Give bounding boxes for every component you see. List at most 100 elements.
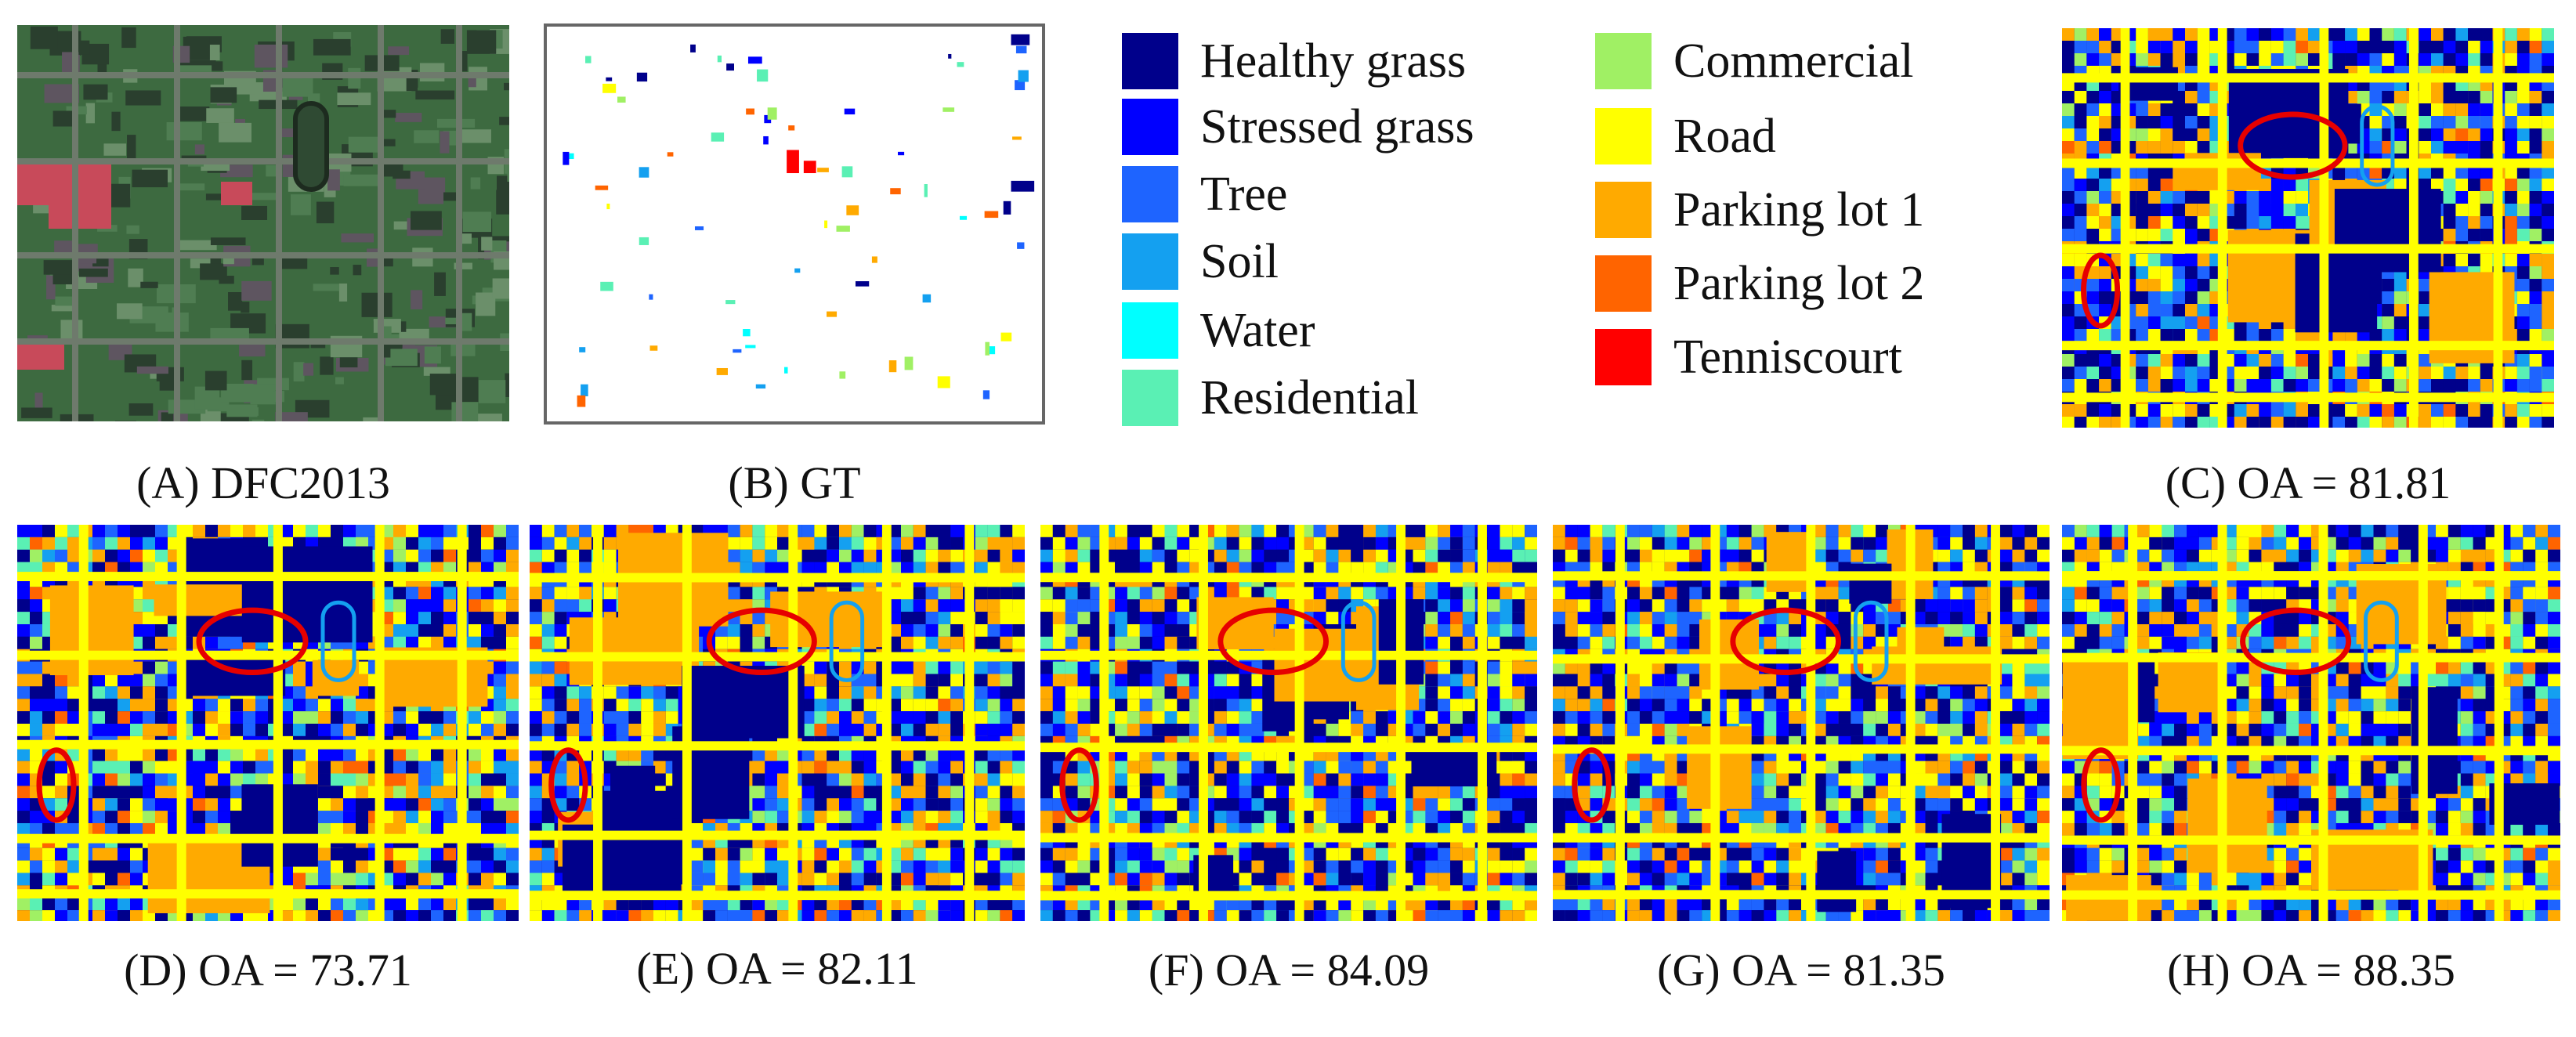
map-pixel-block bbox=[2147, 103, 2161, 116]
map-pixel-block bbox=[494, 860, 506, 873]
map-pixel-block bbox=[2308, 28, 2321, 41]
map-pixel-block bbox=[2111, 204, 2124, 216]
map-pixel-block bbox=[975, 723, 988, 736]
image-texture bbox=[194, 386, 219, 410]
map-pixel-block bbox=[2197, 266, 2210, 279]
map-pixel-block bbox=[1077, 636, 1091, 649]
map-pixel-block bbox=[1338, 537, 1351, 550]
map-pixel-block bbox=[2099, 291, 2111, 304]
map-pixel-block bbox=[1363, 562, 1376, 575]
map-pixel-block bbox=[740, 537, 753, 550]
map-pixel-block bbox=[1500, 537, 1513, 550]
map-pixel-block bbox=[1512, 525, 1525, 537]
map-road bbox=[17, 833, 519, 844]
image-texture bbox=[103, 143, 127, 156]
map-pixel-block bbox=[1012, 537, 1025, 550]
map-pixel-block bbox=[765, 525, 777, 537]
map-pixel-block bbox=[2283, 204, 2296, 216]
map-pixel-block bbox=[331, 873, 343, 886]
map-pixel-block bbox=[901, 587, 914, 600]
map-pixel-block bbox=[603, 723, 617, 736]
map-pixel-block bbox=[987, 686, 1000, 699]
map-pixel-block bbox=[293, 898, 306, 911]
map-pixel-block bbox=[2332, 166, 2346, 179]
map-pixel-block bbox=[469, 623, 481, 637]
map-pixel-block bbox=[2173, 367, 2185, 379]
map-pixel-block bbox=[814, 562, 827, 575]
gt-sample bbox=[1015, 80, 1026, 91]
map-pixel-block bbox=[155, 562, 168, 575]
map-pixel-block bbox=[118, 798, 130, 811]
map-pixel-block bbox=[765, 562, 777, 575]
gt-sample bbox=[563, 151, 570, 165]
legend-label: Parking lot 1 bbox=[1673, 183, 1925, 237]
map-pixel-block bbox=[67, 723, 80, 736]
map-pixel-block bbox=[506, 822, 519, 836]
map-pixel-block bbox=[863, 798, 877, 811]
map-pixel-block bbox=[318, 748, 331, 761]
map-pixel-block bbox=[839, 873, 852, 886]
map-pixel-block bbox=[1425, 686, 1438, 699]
map-pixel-block bbox=[851, 686, 864, 699]
image-texture bbox=[136, 366, 168, 374]
map-pixel-block bbox=[1164, 711, 1178, 724]
map-pixel-block bbox=[2393, 291, 2407, 304]
map-pixel-block bbox=[30, 699, 42, 712]
map-pixel-block bbox=[306, 748, 318, 761]
map-pixel-block bbox=[1239, 587, 1252, 600]
map-pixel-block bbox=[2173, 166, 2185, 179]
map-pixel-block bbox=[851, 761, 864, 774]
map-pixel-block bbox=[2283, 367, 2296, 379]
map-pixel-block bbox=[2173, 179, 2185, 191]
map-pixel-block bbox=[2443, 254, 2456, 266]
map-pixel-block bbox=[1338, 587, 1351, 600]
map-pixel-block bbox=[1077, 711, 1091, 724]
map-pixel-block bbox=[443, 811, 456, 823]
map-pixel-block bbox=[2443, 229, 2456, 241]
map-pixel-block bbox=[801, 748, 815, 761]
map-pixel-block bbox=[1251, 537, 1264, 550]
map-pixel-block bbox=[913, 549, 926, 562]
legend-item-tree: Tree bbox=[1122, 166, 1287, 222]
map-pixel-block bbox=[118, 562, 130, 575]
map-pixel-block bbox=[1462, 612, 1475, 624]
map-pixel-block bbox=[2529, 304, 2542, 316]
map-pixel-block bbox=[2160, 404, 2173, 417]
map-pixel-block bbox=[827, 537, 839, 550]
map-pixel-block bbox=[839, 699, 852, 712]
image-texture bbox=[161, 412, 174, 421]
image-texture bbox=[126, 225, 139, 234]
map-pixel-block bbox=[2197, 53, 2210, 66]
map-pixel-block bbox=[2136, 166, 2148, 179]
map-pixel-block bbox=[2357, 379, 2370, 392]
map-pixel-block bbox=[2468, 128, 2480, 141]
map-pixel-block bbox=[1164, 686, 1178, 699]
map-pixel-block bbox=[987, 723, 1000, 736]
map-pixel-block bbox=[913, 562, 926, 575]
map-pixel-block bbox=[1077, 549, 1091, 562]
map-pixel-block bbox=[2197, 103, 2210, 116]
map-pixel-block bbox=[2455, 254, 2469, 266]
map-pixel-block bbox=[2419, 379, 2431, 392]
map-pixel-block bbox=[1425, 612, 1438, 624]
image-texture bbox=[454, 262, 472, 269]
map-pixel-block bbox=[2160, 279, 2173, 291]
map-pixel-block bbox=[2480, 53, 2493, 66]
map-pixel-block bbox=[530, 761, 542, 774]
map-pixel-block bbox=[777, 873, 790, 886]
map-pixel-block bbox=[2270, 204, 2284, 216]
map-pixel-block bbox=[1040, 599, 1053, 612]
map-pixel-block bbox=[1012, 599, 1025, 612]
map-pixel-block bbox=[255, 699, 268, 712]
map-pixel-block bbox=[506, 549, 519, 562]
map-pixel-block bbox=[1065, 674, 1078, 687]
map-pixel-block bbox=[2480, 254, 2493, 266]
map-pixel-block bbox=[1090, 537, 1103, 550]
map-pixel-block bbox=[530, 661, 542, 674]
map-pixel-block bbox=[987, 674, 1000, 687]
map-pixel-block bbox=[938, 898, 951, 911]
map-pixel-block bbox=[901, 860, 914, 873]
map-pixel-block bbox=[2197, 279, 2210, 291]
image-texture bbox=[399, 328, 429, 341]
map-pixel-block bbox=[801, 898, 815, 911]
